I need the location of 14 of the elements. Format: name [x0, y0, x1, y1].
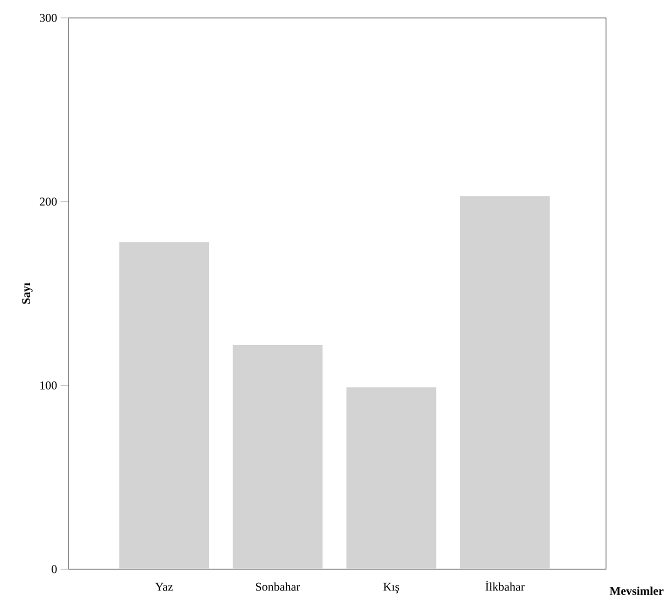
x-tick-label: Yaz: [155, 582, 173, 591]
bar: [232, 344, 323, 570]
x-tick-label: Kış: [383, 582, 400, 594]
bar: [460, 196, 550, 570]
bar: [119, 242, 209, 570]
bar: [346, 387, 436, 570]
y-axis-title: Sayı: [22, 282, 33, 304]
x-tick-label: İlkbahar: [486, 580, 525, 591]
y-tick-label: 0: [52, 565, 57, 574]
x-tick-label: Sonbahar: [256, 582, 300, 591]
x-axis-title: Mevsimler: [610, 586, 664, 595]
y-tick-label: 300: [40, 14, 57, 22]
y-tick-label: 100: [40, 381, 57, 390]
y-tick-label: 200: [40, 198, 57, 206]
